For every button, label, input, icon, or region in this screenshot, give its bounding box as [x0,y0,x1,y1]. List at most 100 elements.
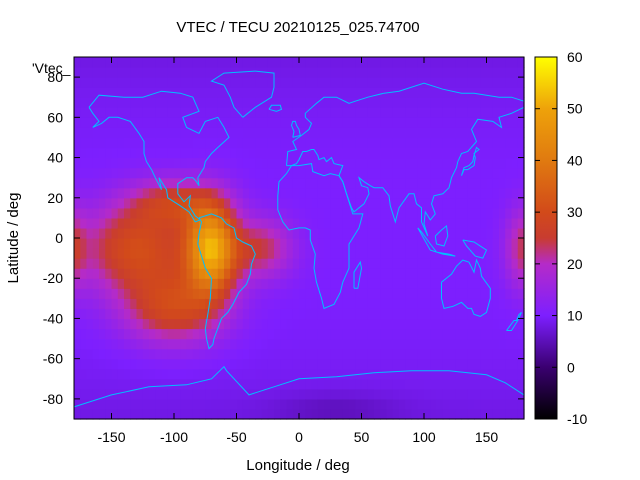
heatmap-cell [261,157,269,169]
heatmap-cell [142,348,150,360]
heatmap-cell [374,238,381,249]
heatmap-cell [455,248,463,259]
heatmap-cell [286,87,294,98]
heatmap-cell [149,378,156,390]
heatmap-cell [286,77,294,88]
heatmap-cell [417,368,425,380]
heatmap-cell [386,57,394,68]
heatmap-cell [342,318,350,330]
heatmap-cell [455,358,463,370]
heatmap-cell [311,137,319,149]
heatmap-cell [105,288,113,299]
heatmap-cell [217,318,225,330]
heatmap-cell [224,107,231,118]
heatmap-cell [424,248,431,259]
heatmap-cell [86,318,94,330]
heatmap-cell [386,268,394,279]
heatmap-cell [299,107,306,118]
heatmap-cell [224,298,231,309]
heatmap-cell [230,258,238,269]
heatmap-cell [136,248,144,259]
heatmap-cell [380,107,388,118]
heatmap-cell [336,378,344,390]
heatmap-cell [467,338,475,350]
heatmap-cell [492,97,500,108]
heatmap-cell [405,368,413,380]
heatmap-cell [199,238,206,249]
heatmap-cell [136,368,144,380]
heatmap-cell [417,87,425,98]
heatmap-cell [342,147,350,159]
heatmap-cell [261,358,269,370]
heatmap-cell [417,107,425,118]
heatmap-cell [380,87,388,98]
heatmap-cell [130,137,138,149]
heatmap-cell [355,398,363,410]
heatmap-cell [317,288,325,299]
heatmap-cell [399,378,406,390]
heatmap-cell [105,107,113,118]
heatmap-cell [499,388,506,400]
heatmap-cell [480,217,488,229]
heatmap-cell [436,398,444,410]
heatmap-cell [505,207,513,219]
heatmap-cell [111,328,119,340]
heatmap-cell [430,207,438,219]
heatmap-cell [105,388,113,400]
heatmap-cell [324,77,331,88]
heatmap-cell [111,137,119,149]
heatmap-cell [286,238,294,249]
heatmap-cell [399,298,406,309]
heatmap-cell [136,268,144,279]
heatmap-cell [299,167,306,179]
heatmap-cell [436,308,444,320]
heatmap-cell [305,197,313,209]
heatmap-cell [317,67,325,78]
heatmap-cell [130,308,138,320]
heatmap-cell [124,147,131,159]
heatmap-cell [436,388,444,400]
heatmap-cell [492,177,500,189]
heatmap-cell [180,217,188,229]
heatmap-cell [399,207,406,219]
heatmap-cell [174,298,181,309]
heatmap-cell [492,167,500,179]
heatmap-cell [92,107,100,118]
heatmap-cell [367,97,375,108]
heatmap-cell [111,157,119,169]
heatmap-cell [430,107,438,118]
heatmap-cell [467,57,475,68]
heatmap-cell [242,77,250,88]
heatmap-cell [336,57,344,68]
heatmap-cell [249,207,256,219]
heatmap-cell [117,268,125,279]
heatmap-cell [367,288,375,299]
heatmap-cell [74,117,81,128]
heatmap-cell [474,147,481,159]
heatmap-cell [192,408,200,420]
heatmap-cell [242,298,250,309]
coastline-iceland [268,104,283,112]
heatmap-cell [167,278,175,289]
heatmap-cell [199,137,206,149]
heatmap-cell [105,368,113,380]
heatmap-cell [142,107,150,118]
heatmap-cell [411,167,419,179]
heatmap-cell [174,197,181,209]
heatmap-cell [330,358,338,370]
heatmap-cell [511,127,519,139]
heatmap-cell [99,308,106,320]
heatmap-cell [480,398,488,410]
heatmap-cell [149,258,156,269]
heatmap-cell [392,217,400,229]
heatmap-cell [355,147,363,159]
heatmap-cell [236,217,244,229]
heatmap-cell [117,328,125,340]
heatmap-cell [292,278,300,289]
heatmap-cell [149,207,156,219]
heatmap-cell [342,117,350,128]
heatmap-cell [455,308,463,320]
heatmap-cell [86,77,94,88]
heatmap-cell [330,217,338,229]
heatmap-cell [211,348,219,360]
